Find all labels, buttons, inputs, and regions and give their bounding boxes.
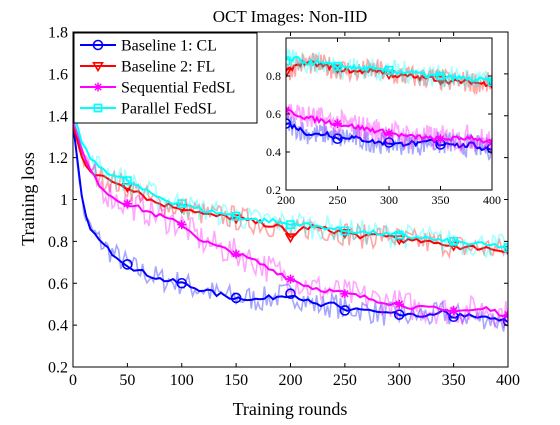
inset-point-sequential-fedsl bbox=[436, 134, 445, 144]
main-point-baseline-1-cl bbox=[502, 315, 508, 327]
inset-point-baseline-1-cl bbox=[332, 133, 343, 144]
main-point-parallel-fedsl bbox=[449, 236, 459, 246]
main-point-sequential-fedsl bbox=[177, 220, 187, 230]
main-series-group bbox=[73, 109, 508, 332]
main-point-parallel-fedsl bbox=[394, 230, 404, 240]
main-raw-sequential-fedsl bbox=[73, 120, 508, 329]
main-point-baseline-1-cl bbox=[393, 309, 405, 320]
main-point-baseline-1-cl bbox=[285, 288, 296, 300]
main-point-sequential-fedsl bbox=[449, 305, 459, 315]
main-point-sequential-fedsl bbox=[122, 199, 132, 209]
main-x-tick-label: 350 bbox=[442, 372, 466, 389]
inset-point-sequential-fedsl bbox=[384, 128, 394, 138]
inset-x-tick-label: 300 bbox=[380, 193, 398, 207]
inset-line-baseline-1-cl bbox=[286, 122, 492, 152]
main-raw-parallel-fedsl bbox=[73, 109, 508, 259]
main-point-sequential-fedsl bbox=[286, 274, 295, 284]
main-line-baseline-2-fl bbox=[73, 125, 508, 254]
main-x-tick-label: 150 bbox=[224, 372, 248, 389]
main-point-parallel-fedsl bbox=[340, 226, 350, 236]
legend-marker-parallel-fedsl bbox=[93, 103, 103, 113]
legend-label-parallel-fedsl: Parallel FedSL bbox=[121, 101, 217, 118]
main-y-tick-label: 0.6 bbox=[48, 276, 68, 293]
main-y-tick-label: 0.8 bbox=[48, 234, 68, 251]
main-point-baseline-1-cl bbox=[122, 259, 133, 270]
inset-x-tick-label: 200 bbox=[277, 193, 295, 207]
inset-y-tick-label: 0.6 bbox=[266, 107, 281, 121]
main-point-sequential-fedsl bbox=[340, 289, 350, 299]
inset-point-sequential-fedsl bbox=[333, 119, 342, 128]
inset-point-baseline-2-fl bbox=[331, 64, 344, 75]
main-y-tick-label: 1.6 bbox=[48, 66, 68, 83]
main-point-baseline-2-fl bbox=[230, 214, 243, 225]
main-y-tick-label: 1.8 bbox=[48, 25, 68, 42]
main-y-tick-label: 1.2 bbox=[48, 150, 68, 167]
main-x-tick-label: 400 bbox=[496, 372, 520, 389]
inset-plot: 200 250 300 350 400 0.2 0.4 0.6 0.8 bbox=[266, 37, 501, 207]
main-point-parallel-fedsl bbox=[231, 211, 241, 221]
main-point-parallel-fedsl bbox=[177, 199, 187, 209]
main-point-baseline-2-fl bbox=[338, 229, 351, 240]
inset-point-parallel-fedsl bbox=[286, 56, 291, 66]
inset-line-parallel-fedsl bbox=[286, 55, 492, 85]
main-x-tick-label: 0 bbox=[69, 372, 77, 389]
inset-point-parallel-fedsl bbox=[384, 65, 394, 75]
main-point-baseline-2-fl bbox=[393, 235, 406, 246]
main-x-tick-label: 200 bbox=[279, 372, 303, 389]
main-raw-baseline-1-cl bbox=[73, 132, 508, 332]
inset-point-baseline-2-fl bbox=[486, 79, 492, 90]
y-axis-label: Training loss bbox=[18, 152, 38, 246]
inset-y-tick-label: 0.4 bbox=[266, 145, 281, 159]
main-line-baseline-1-cl bbox=[73, 123, 508, 323]
inset-y-tick-label: 0.2 bbox=[266, 183, 281, 197]
main-y-tick-label: 0.2 bbox=[48, 360, 68, 377]
inset-point-baseline-2-fl bbox=[434, 75, 447, 86]
inset-x-tick-label: 400 bbox=[483, 193, 501, 207]
legend-marker-sequential-fedsl bbox=[93, 82, 103, 92]
main-point-baseline-2-fl bbox=[284, 233, 297, 244]
main-point-sequential-fedsl bbox=[394, 299, 404, 309]
inset-x-tick-label: 250 bbox=[329, 193, 347, 207]
main-point-baseline-1-cl bbox=[230, 292, 242, 304]
main-y-tick-label: 1 bbox=[60, 192, 68, 209]
inset-x-tick-label: 350 bbox=[432, 193, 450, 207]
main-point-baseline-1-cl bbox=[176, 277, 188, 289]
legend-label-sequential-fedsl: Sequential FedSL bbox=[121, 80, 235, 97]
main-x-tick-label: 300 bbox=[387, 372, 411, 389]
legend-marker-baseline-2-fl bbox=[92, 62, 104, 73]
main-point-baseline-1-cl bbox=[339, 305, 351, 316]
chart-title: OCT Images: Non-IID bbox=[213, 7, 368, 26]
legend-label-baseline-1-cl: Baseline 1: CL bbox=[121, 38, 217, 55]
main-x-tick-label: 50 bbox=[119, 372, 135, 389]
main-point-baseline-2-fl bbox=[502, 245, 508, 256]
inset-point-baseline-2-fl bbox=[286, 68, 292, 79]
main-point-parallel-fedsl bbox=[286, 220, 295, 230]
legend: Baseline 1: CL Baseline 2: FL Sequential F… bbox=[73, 32, 258, 124]
main-y-tick-label: 1.4 bbox=[48, 108, 68, 125]
inset-y-tick-label: 0.8 bbox=[266, 69, 281, 83]
main-line-parallel-fedsl bbox=[73, 115, 508, 250]
inset-point-parallel-fedsl bbox=[333, 62, 342, 71]
legend-label-baseline-2-fl: Baseline 2: FL bbox=[121, 59, 215, 76]
inset-point-parallel-fedsl bbox=[436, 71, 445, 81]
main-point-parallel-fedsl bbox=[122, 176, 132, 186]
legend-marker-baseline-1-cl bbox=[92, 39, 104, 51]
main-x-tick-label: 250 bbox=[333, 372, 357, 389]
main-point-sequential-fedsl bbox=[231, 249, 241, 259]
main-x-tick-label: 100 bbox=[170, 372, 194, 389]
main-y-tick-label: 0.4 bbox=[48, 318, 68, 335]
x-axis-label: Training rounds bbox=[233, 399, 348, 419]
inset-point-baseline-1-cl bbox=[486, 142, 492, 154]
inset-series-group bbox=[286, 47, 492, 161]
inset-point-baseline-1-cl bbox=[286, 118, 292, 129]
inset-point-baseline-1-cl bbox=[383, 137, 395, 148]
